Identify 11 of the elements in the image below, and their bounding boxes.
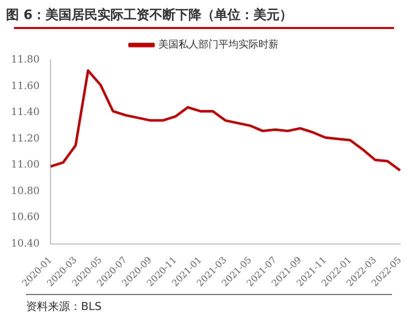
y-tick-label: 10.80 <box>10 186 40 197</box>
y-tick-label: 11.00 <box>10 160 40 171</box>
y-tick-label: 10.60 <box>10 212 40 224</box>
chart-title: 图 6：美国居民实际工资不断下降（单位：美元） <box>6 6 293 24</box>
y-tick-label: 11.80 <box>10 54 40 66</box>
text: 资料来源：BLS <box>26 294 392 314</box>
y-tick-label: 11.20 <box>10 133 40 144</box>
y-tick-label: 11.60 <box>10 80 40 92</box>
y-tick-label: 10.40 <box>10 238 40 250</box>
y-tick-label: 11.40 <box>10 107 40 118</box>
legend-label: 美国私人部门平均实际时薪 <box>158 38 278 51</box>
